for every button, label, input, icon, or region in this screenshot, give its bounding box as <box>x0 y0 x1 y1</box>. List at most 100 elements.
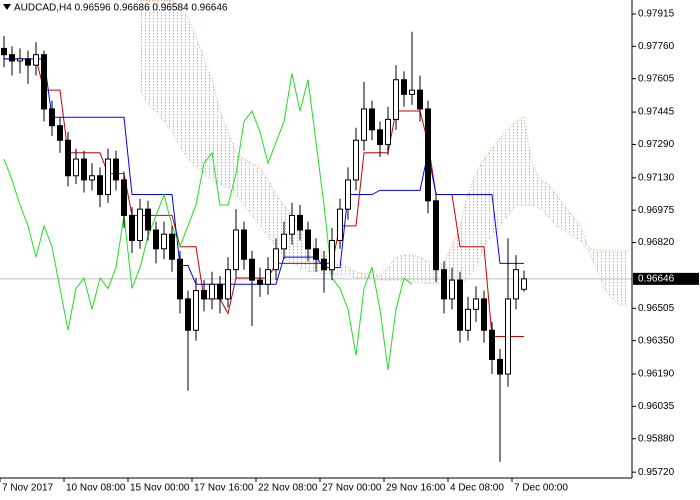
candle-body <box>113 158 119 181</box>
candle-body <box>177 258 183 300</box>
cloud-segment <box>604 250 612 299</box>
y-tick-label: 0.96190 <box>638 369 675 380</box>
candle-body <box>41 54 47 110</box>
candle-body <box>217 283 223 300</box>
cloud-segment <box>348 267 356 279</box>
x-tick-label: 27 Nov 00:00 <box>322 483 382 494</box>
cloud-segment <box>236 152 244 205</box>
cloud-segment <box>412 255 420 283</box>
cloud-segment <box>540 179 548 216</box>
cloud-segment <box>140 0 148 105</box>
cloud-segment <box>524 117 532 205</box>
candle-body <box>425 108 431 202</box>
candle-body <box>505 298 511 375</box>
candle-body <box>313 248 319 260</box>
candle-body <box>241 229 247 260</box>
cloud-segment <box>364 273 372 279</box>
y-tick-label: 0.96975 <box>638 205 675 216</box>
cloud-segment <box>548 184 556 226</box>
cloud-segment <box>268 179 276 247</box>
candle-body <box>17 58 23 62</box>
candle-body <box>281 233 287 250</box>
candle-body <box>193 290 199 331</box>
candle-body <box>25 58 31 66</box>
candle-body <box>105 158 111 196</box>
candle-body <box>385 118 391 145</box>
y-tick-label: 0.96820 <box>638 237 675 248</box>
cloud-segment <box>572 215 580 241</box>
x-tick-label: 15 Nov 00:00 <box>130 483 190 494</box>
cloud-segment <box>244 159 252 216</box>
candle-body <box>33 54 39 66</box>
symbol-icon <box>3 4 11 10</box>
cloud-segment <box>212 79 220 185</box>
candle-body <box>465 308 471 331</box>
candle-body <box>73 158 79 177</box>
candle-body <box>481 298 487 331</box>
y-tick-label: 0.97605 <box>638 73 675 84</box>
candle-body <box>489 329 495 360</box>
x-tick-label: 17 Nov 16:00 <box>194 483 254 494</box>
y-tick-label: 0.97915 <box>638 9 675 20</box>
candle-body <box>1 47 7 56</box>
candle-body <box>417 89 423 110</box>
x-tick-label: 7 Dec 00:00 <box>514 483 568 494</box>
candle-body <box>161 233 167 250</box>
candle-body <box>65 139 71 177</box>
cloud-segment <box>196 37 204 174</box>
cloud-edge <box>139 89 628 306</box>
candle-body <box>81 158 87 181</box>
candle-body <box>265 269 271 285</box>
candle-body <box>49 108 55 127</box>
candle-body <box>97 175 103 196</box>
candle-body <box>129 214 135 241</box>
y-tick-label: 0.96035 <box>638 401 675 412</box>
current-price-box <box>633 272 699 285</box>
cloud-segment <box>204 58 212 180</box>
candle-body <box>225 269 231 300</box>
cloud-segment <box>580 225 588 249</box>
x-tick-label: 22 Nov 08:00 <box>258 483 318 494</box>
candle-body <box>201 290 207 300</box>
cloud-segment <box>404 255 412 283</box>
cloud-segment <box>476 159 484 268</box>
candle-body <box>233 229 239 271</box>
cloud-segment <box>228 131 236 195</box>
cloud-segment <box>148 0 156 112</box>
candle-body <box>145 208 151 231</box>
candle-body <box>457 279 463 331</box>
candle-body <box>377 129 383 145</box>
candle-body <box>513 269 519 300</box>
indicator-line <box>3 73 413 370</box>
candle-body <box>441 269 447 300</box>
cloud-segment <box>156 0 164 122</box>
chart-title: AUDCAD,H4 0.96596 0.96686 0.96584 0.9664… <box>14 3 228 14</box>
cloud-segment <box>484 148 492 247</box>
candle-body <box>57 125 63 141</box>
candle-body <box>361 108 367 141</box>
cloud-segment <box>396 255 404 283</box>
candle-body <box>337 208 343 241</box>
candle-body <box>345 179 351 210</box>
candle-body <box>401 79 407 95</box>
candle-body <box>257 279 263 285</box>
cloud-segment <box>380 267 388 281</box>
candle-body <box>449 279 455 300</box>
cloud-segment <box>180 6 188 160</box>
candle-body <box>321 258 327 271</box>
y-tick-label: 0.96350 <box>638 335 675 346</box>
cloud-segment <box>388 257 396 281</box>
candle-body <box>249 258 255 281</box>
candle-body <box>273 248 279 271</box>
candle-body <box>169 233 175 260</box>
y-tick-label: 0.95720 <box>638 467 675 478</box>
candle-body <box>185 298 191 331</box>
cloud-segment <box>556 194 564 231</box>
cloud-segment <box>356 271 364 279</box>
candle-body <box>305 229 311 250</box>
candle-body <box>209 283 215 300</box>
cloud-segment <box>492 138 500 237</box>
cloud-segment <box>620 250 628 306</box>
